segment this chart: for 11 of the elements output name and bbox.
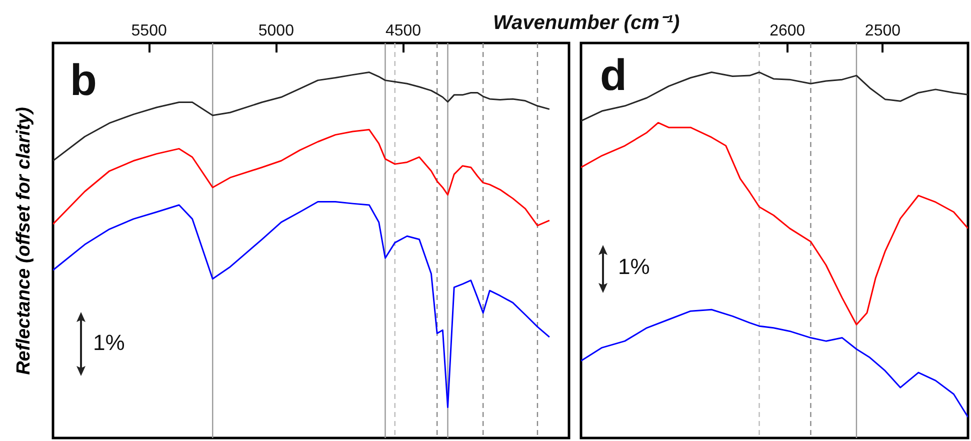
y-axis-title: Reflectance (offset for clarity) — [14, 107, 34, 375]
annotation: b — [70, 56, 97, 105]
annotation: 1% — [618, 254, 650, 279]
x-tick-label: 5500 — [131, 22, 167, 40]
annotation: 1% — [93, 330, 125, 355]
x-axis-title: Wavenumber (cm⁻¹) — [493, 11, 680, 35]
x-tick-label: 5000 — [258, 22, 294, 40]
x-tick-label: 2600 — [770, 22, 806, 40]
x-tick-label: 2500 — [864, 22, 901, 40]
annotation: d — [600, 51, 627, 100]
x-tick-label: 4500 — [385, 22, 422, 40]
